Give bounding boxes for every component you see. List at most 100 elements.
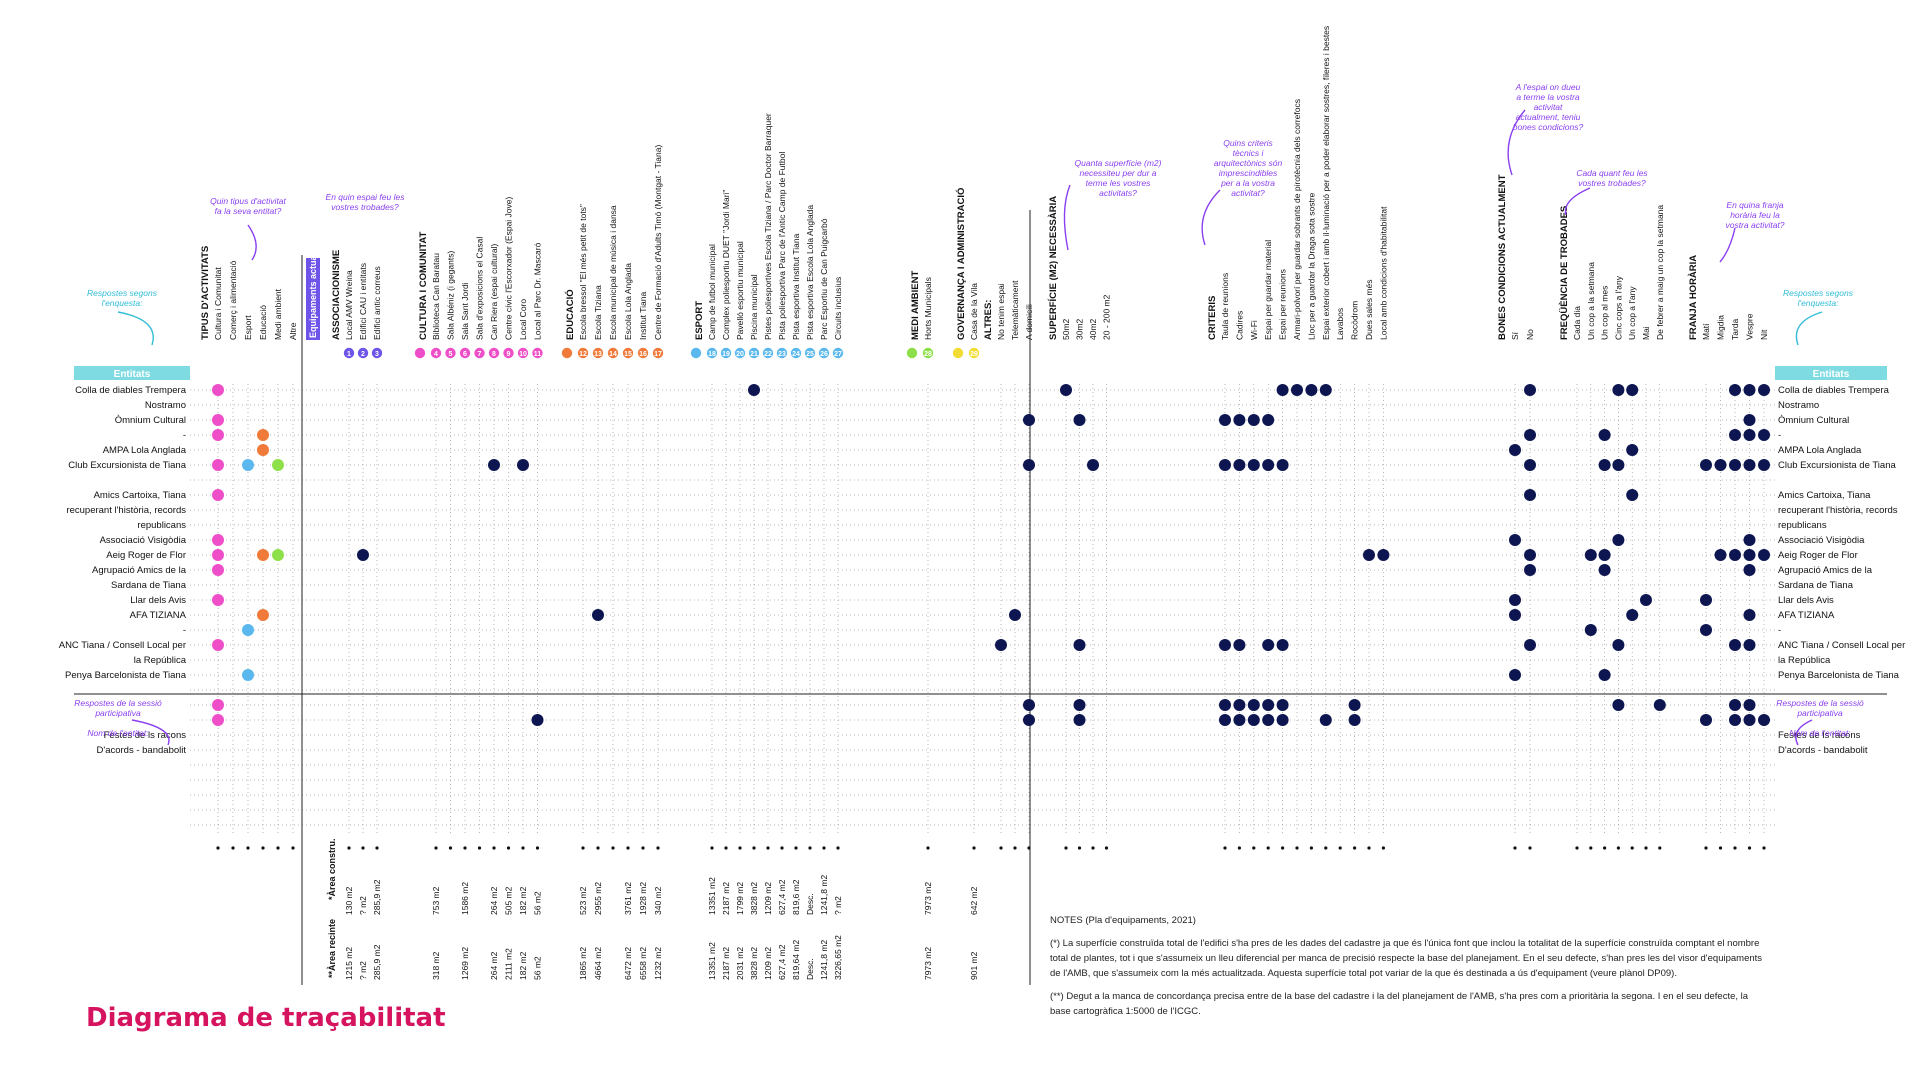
- cell-dot-condicions: [1509, 609, 1521, 621]
- column-end-dot: [1309, 846, 1313, 850]
- entity-name-left: AMPA Lola Anglada: [103, 445, 187, 456]
- column-label-altres: A domicili: [1024, 304, 1034, 340]
- area-construida-esport: 2187 m2: [721, 882, 731, 915]
- arrow-condicions: [1507, 109, 1526, 176]
- area-construida-educacio: 1928 m2: [638, 882, 648, 915]
- cell-dot-condicions: [1524, 489, 1536, 501]
- column-end-dot: [738, 846, 742, 850]
- group-header-altres: ALTRES:: [983, 300, 994, 340]
- column-label-esport: Pavelló esportiu municipal: [735, 241, 745, 340]
- cell-dot-frequencia: [1612, 459, 1625, 471]
- cell-dot-frequencia: [1612, 534, 1625, 546]
- cell-dot-tipus: [257, 609, 269, 621]
- area-recinte-assoc: ? m2: [358, 961, 368, 980]
- column-end-dot: [808, 846, 812, 850]
- cell-dot-franja: [1758, 714, 1770, 726]
- entitats-label-right: Entitats: [1813, 369, 1850, 380]
- cell-dot-cultura: [488, 459, 500, 471]
- column-label-esport: Pista esportiva Institut Tiana: [791, 233, 801, 340]
- entity-name-left: Nostramo: [145, 400, 186, 411]
- cell-dot-frequencia: [1598, 669, 1611, 681]
- area-recinte-esport: Desc.: [805, 958, 815, 980]
- column-end-dot: [1575, 846, 1579, 850]
- column-end-dot: [216, 846, 220, 850]
- cell-dot-esport: [748, 384, 760, 396]
- cell-dot-frequencia: [1584, 549, 1597, 561]
- column-end-dot: [1295, 846, 1299, 850]
- column-label-tipus: Comerç i alimentació: [228, 260, 238, 340]
- column-label-esport: Piscina municipal: [749, 274, 759, 340]
- group-header-cultura: CULTURA I COMUNITAT: [418, 231, 429, 340]
- column-number-marker: [968, 347, 980, 359]
- annotation-condicions: A l'espai on dueu a terme la vostra activi…: [1513, 82, 1584, 132]
- column-end-dot: [1252, 846, 1256, 850]
- area-construida-esport: 3828 m2: [749, 882, 759, 915]
- column-end-dot: [710, 846, 714, 850]
- column-number-marker: [503, 347, 514, 359]
- entity-name-left: Aeig Roger de Flor: [106, 550, 186, 561]
- column-end-dot: [463, 846, 467, 850]
- column-end-dot: [1762, 846, 1766, 850]
- entity-name-left: Amics Cartoixa, Tiana: [94, 490, 187, 501]
- column-number-marker: [371, 347, 383, 359]
- cell-dot-criteris: [1233, 414, 1246, 426]
- arrow-franja: [1719, 227, 1736, 263]
- cell-dot-criteris: [1262, 639, 1275, 651]
- area-recinte-assoc: 1215 m2: [344, 947, 354, 980]
- area-construida-esport: 819,6 m2: [791, 879, 801, 915]
- column-end-dot: [535, 846, 540, 850]
- cell-dot-franja: [1700, 459, 1712, 471]
- area-recinte-educacio: 1865 m2: [578, 947, 588, 980]
- column-number-marker: [748, 347, 760, 359]
- cell-dot-assoc: [357, 549, 369, 561]
- entity-name-left: republicans: [137, 520, 186, 531]
- entity-name-left: Club Excursionista de Tiana: [68, 460, 186, 471]
- cell-dot-franja: [1729, 384, 1741, 396]
- annotation-frequencia: Cada quant feu les vostres trobades?: [1576, 168, 1648, 188]
- cell-dot-tipus: [242, 669, 254, 681]
- cell-dot-criteris: [1247, 414, 1260, 426]
- cell-dot-tipus: [257, 444, 269, 456]
- area-recinte-cultura: 56 m2: [533, 956, 543, 980]
- group-header-criteris: CRITERIS: [1207, 296, 1218, 340]
- column-number: 6: [463, 351, 467, 358]
- column-label-altres: Telemàticament: [1010, 280, 1020, 340]
- area-construida-cultura: 56 m2: [533, 891, 543, 915]
- column-number-marker: [488, 347, 500, 359]
- column-end-dot: [477, 846, 482, 850]
- area-construida-esport: 1799 m2: [735, 882, 745, 915]
- cell-dot-criteris: [1233, 714, 1246, 726]
- column-end-dot: [1353, 846, 1357, 850]
- entity-name-left: recuperant l'història, records: [66, 505, 186, 516]
- column-label-cultura: Biblioteca Can Baratau: [431, 253, 441, 340]
- cell-dot-tipus: [212, 699, 224, 711]
- cell-dot-frequencia: [1626, 384, 1639, 396]
- cell-dot-altres: [995, 639, 1007, 651]
- column-label-superficie: 40m2: [1088, 318, 1098, 340]
- area-recinte-cultura: 318 m2: [431, 951, 441, 980]
- arrow-frequencia: [1564, 187, 1591, 216]
- cell-dot-tipus: [212, 549, 224, 561]
- column-label-frequencia: De febrer a maig un cop la setmana: [1655, 205, 1665, 340]
- column-label-frequencia: Cada dia: [1572, 306, 1582, 340]
- area-recinte-assoc: 285,9 m2: [372, 944, 382, 980]
- column-end-dot: [1528, 846, 1532, 850]
- column-number-marker: [532, 347, 543, 359]
- column-end-dot: [641, 846, 645, 850]
- column-label-superficie: 50m2: [1061, 318, 1071, 340]
- cell-dot-superficie: [1073, 699, 1086, 711]
- column-number: 21: [750, 351, 758, 358]
- annotation-left-nom: Nom de l'entitat:: [87, 728, 149, 738]
- cell-dot-criteris: [1219, 714, 1231, 726]
- column-end-dot: [926, 846, 930, 850]
- cell-dot-criteris: [1276, 384, 1289, 396]
- cell-dot-condicions: [1524, 384, 1536, 396]
- cell-dot-tipus: [212, 489, 224, 501]
- cell-dot-superficie: [1073, 714, 1086, 726]
- cell-dot-tipus: [212, 639, 224, 651]
- column-end-dot: [1704, 846, 1708, 850]
- column-number-marker: [430, 347, 442, 359]
- column-number: 3: [375, 351, 379, 358]
- cell-dot-criteris: [1276, 699, 1289, 711]
